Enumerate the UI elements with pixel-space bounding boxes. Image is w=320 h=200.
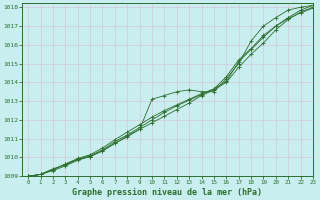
X-axis label: Graphe pression niveau de la mer (hPa): Graphe pression niveau de la mer (hPa) [73, 188, 262, 197]
